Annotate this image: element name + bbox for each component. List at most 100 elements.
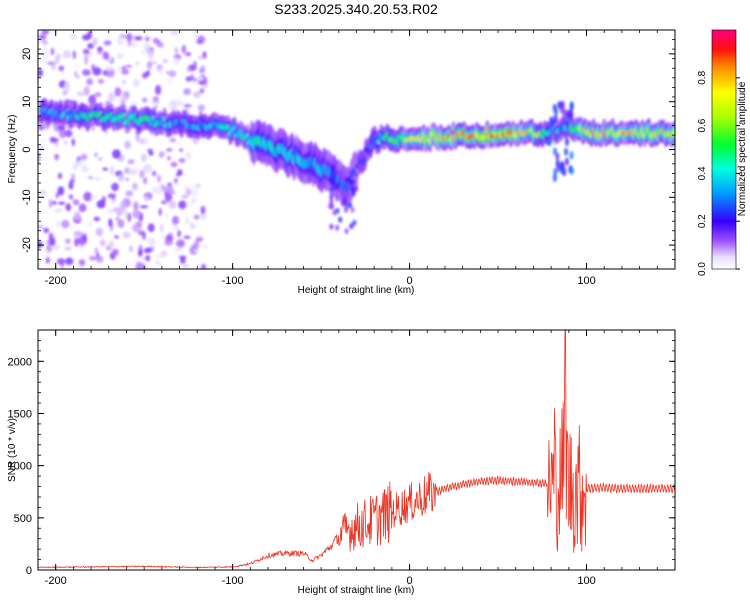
heatmap-cell <box>167 103 174 109</box>
heatmap-cell <box>124 140 131 149</box>
heatmap-cell <box>168 70 177 78</box>
heatmap-cell <box>329 199 334 205</box>
heatmap-cell <box>94 92 102 97</box>
heatmap-cell <box>65 203 72 212</box>
heatmap-cell <box>63 81 71 92</box>
heatmap-cell <box>135 61 139 66</box>
y-tick-label: 1500 <box>8 408 32 420</box>
heatmap-cell <box>553 115 558 123</box>
heatmap-cell <box>565 138 569 147</box>
heatmap-cell <box>138 249 143 258</box>
heatmap-cell <box>97 51 103 55</box>
colorbar-label: Normalized spectral amplitude <box>737 81 748 216</box>
colorbar-tick-label: 0.8 <box>697 70 708 84</box>
heatmap-cell <box>190 201 194 207</box>
heatmap-cell <box>96 255 104 263</box>
heatmap-cell <box>143 42 151 51</box>
heatmap-cell <box>147 223 155 233</box>
heatmap-cell <box>107 92 116 102</box>
heatmap-cell <box>133 201 139 211</box>
heatmap-cell <box>554 108 558 116</box>
heatmap-cell <box>183 88 191 96</box>
heatmap-cell <box>41 57 48 64</box>
heatmap-cell <box>184 187 188 197</box>
heatmap-cell <box>83 191 92 202</box>
heatmap-cell <box>177 229 181 238</box>
heatmap-cell <box>193 214 200 220</box>
heatmap-cell <box>145 255 151 262</box>
heatmap-cell <box>69 224 75 230</box>
heatmap-cell <box>124 167 130 175</box>
heatmap-cell <box>84 55 89 66</box>
heatmap-cell <box>178 148 184 152</box>
heatmap-cell <box>43 227 50 233</box>
heatmap-cell <box>156 41 164 48</box>
heatmap-cell <box>71 138 76 147</box>
heatmap-cell <box>350 206 355 213</box>
heatmap-cell <box>174 178 178 184</box>
heatmap-cell <box>170 161 178 168</box>
heatmap-cell <box>126 32 133 42</box>
heatmap-cell <box>351 178 356 185</box>
heatmap-cell <box>115 217 119 221</box>
heatmap-cell <box>137 138 146 144</box>
heatmap-cell <box>135 131 140 142</box>
heatmap-cell <box>173 57 180 65</box>
heatmap-cell <box>200 263 207 269</box>
colorbar-tick-label: 0.2 <box>697 214 708 228</box>
colorbar-ticks: 0.0 0.2 0.4 0.6 0.8 <box>697 70 740 276</box>
heatmap-cell <box>547 138 552 147</box>
heatmap-cell <box>181 195 188 199</box>
heatmap-cell <box>91 64 95 72</box>
colorbar-tick-label: 0.4 <box>697 166 708 180</box>
y-tick-label: 0 <box>26 565 32 577</box>
heatmap-cell <box>69 194 74 200</box>
heatmap-cell <box>158 182 162 192</box>
heatmap-cell <box>168 200 177 209</box>
colorbar-tick-label: 0.6 <box>697 118 708 132</box>
heatmap-cell <box>155 84 162 95</box>
heatmap-cell <box>352 219 357 226</box>
heatmap-cell <box>199 88 205 94</box>
heatmap-cell <box>329 223 334 230</box>
heatmap-cell <box>348 202 353 209</box>
heatmap-cell <box>112 149 121 159</box>
heatmap-cell <box>108 218 113 227</box>
heatmap-cell <box>57 186 65 196</box>
x-tick-label: -100 <box>222 275 244 287</box>
heatmap-cell <box>59 128 67 139</box>
heatmap-cell <box>195 237 200 244</box>
y-tick-label: 500 <box>14 513 32 525</box>
heatmap-cell <box>178 255 187 259</box>
heatmap-cell <box>81 165 90 173</box>
heatmap-cell <box>82 49 90 55</box>
heatmap-cell <box>351 190 356 197</box>
heatmap-cell <box>335 207 340 214</box>
heatmap-cell <box>564 147 569 156</box>
heatmap-cell <box>164 240 174 246</box>
heatmap-cell <box>109 165 115 176</box>
heatmap-cell <box>166 147 173 152</box>
heatmap-y-label: Frequency (Hz) <box>7 115 18 184</box>
heatmap-cell <box>95 177 101 181</box>
heatmap-cell <box>128 245 134 252</box>
heatmap-cell <box>38 154 42 163</box>
heatmap-cell <box>174 247 183 252</box>
heatmap-cell <box>124 262 130 269</box>
heatmap-cell <box>104 65 114 71</box>
heatmap-cell <box>139 205 149 209</box>
heatmap-cell <box>132 182 138 190</box>
heatmap-cell <box>108 240 115 250</box>
heatmap-cell <box>55 192 59 199</box>
heatmap-cell <box>200 205 206 215</box>
heatmap-cell <box>347 176 351 183</box>
heatmap-cell <box>335 182 340 189</box>
heatmap-cell <box>41 30 50 35</box>
heatmap-cell <box>52 201 57 205</box>
heatmap-cell <box>182 264 190 268</box>
heatmap-cell <box>105 51 110 61</box>
heatmap-cell <box>54 140 59 147</box>
heatmap-cell <box>41 139 45 144</box>
heatmap-cell <box>185 76 193 82</box>
heatmap-cell <box>102 167 109 171</box>
